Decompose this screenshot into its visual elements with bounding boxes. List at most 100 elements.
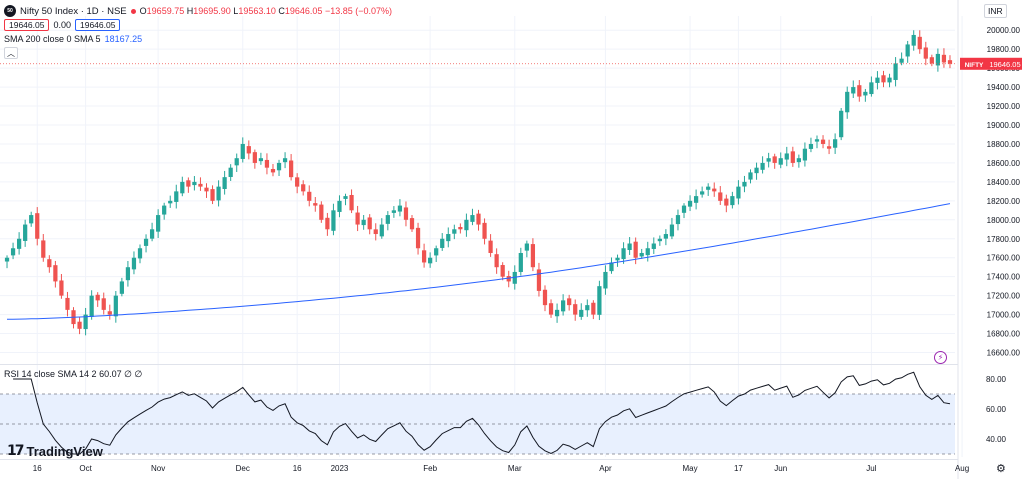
price-tick-label: 18200.00 <box>987 197 1021 206</box>
candle-body <box>790 151 795 163</box>
quote-row: 19646.05 0.00 19646.05 <box>4 18 392 32</box>
price-tick-label: 19400.00 <box>987 83 1021 92</box>
candle-body <box>869 82 874 95</box>
lightning-icon[interactable]: ⚡ <box>934 351 947 364</box>
price-tick-label: 17200.00 <box>987 292 1021 301</box>
candle-body <box>379 224 384 237</box>
rsi-tick-label: 80.00 <box>986 375 1007 384</box>
candle-body <box>240 143 245 159</box>
time-tick-label: 16 <box>33 464 42 473</box>
sma-label: SMA 200 close 0 SMA 5 <box>4 33 101 44</box>
chevron-up-icon[interactable]: ︿ <box>4 47 18 59</box>
candle-body <box>186 180 191 187</box>
candle-body <box>89 295 94 317</box>
sma-line <box>7 203 951 320</box>
candle-body <box>373 229 378 235</box>
candle-body <box>845 91 850 113</box>
candle-body <box>772 156 777 163</box>
time-tick-label: Feb <box>423 464 437 473</box>
candle-body <box>482 222 487 239</box>
candle-body <box>409 218 415 230</box>
candle-body <box>47 259 52 268</box>
symbol-row[interactable]: 50 Nifty 50 Index · 1D · NSE O19659.75 H… <box>4 4 392 18</box>
candle-body <box>645 248 650 256</box>
candle-body <box>639 252 644 257</box>
candle-body <box>16 238 22 249</box>
candle-body <box>663 234 668 239</box>
price-tick-label: 16600.00 <box>987 349 1021 358</box>
candle-body <box>621 248 626 260</box>
candle-body <box>282 158 288 163</box>
candle-body <box>59 280 64 296</box>
candle-body <box>421 250 427 263</box>
price-tick-label: 20000.00 <box>987 26 1021 35</box>
rsi-line <box>13 371 951 455</box>
candle-body <box>391 210 396 213</box>
candle-body <box>808 143 814 149</box>
collapse-row: ︿ <box>4 46 392 60</box>
candle-body <box>4 257 10 262</box>
candle-body <box>814 139 820 142</box>
time-tick-label: Nov <box>151 464 165 473</box>
candle-body <box>893 63 898 80</box>
low-value: 19563.10 <box>238 5 276 16</box>
price-tick-label: 16800.00 <box>987 330 1021 339</box>
sma-row[interactable]: SMA 200 close 0 SMA 5 18167.25 <box>4 32 392 46</box>
ask-box[interactable]: 19646.05 <box>74 19 121 31</box>
candle-body <box>434 248 439 256</box>
candle-body <box>367 217 372 230</box>
candle-body <box>784 153 789 160</box>
time-tick-label: Oct <box>79 464 92 473</box>
candle-body <box>458 227 463 230</box>
candle-body <box>446 234 451 242</box>
time-tick-label: May <box>682 464 697 473</box>
candle-body <box>500 265 505 277</box>
candle-body <box>899 58 904 63</box>
candle-body <box>675 215 681 225</box>
candle-body <box>554 309 560 317</box>
symbol-tag <box>960 57 988 70</box>
candle-body <box>107 311 112 315</box>
candle-body <box>627 243 632 250</box>
gear-icon[interactable]: ⚙ <box>996 463 1006 475</box>
high-value: 19695.90 <box>193 5 231 16</box>
candle-body <box>41 240 46 258</box>
time-tick-label: Aug <box>955 464 969 473</box>
candle-body <box>119 281 124 294</box>
candle-body <box>802 148 808 161</box>
rsi-tick-label: 40.00 <box>986 435 1007 444</box>
candle-body <box>905 44 910 57</box>
candle-body <box>548 303 554 315</box>
candle-body <box>542 289 548 306</box>
candle-body <box>585 305 590 311</box>
candle-body <box>264 159 270 168</box>
candle-body <box>820 139 826 144</box>
candle-body <box>470 215 475 222</box>
currency-button[interactable]: INR <box>984 4 1007 18</box>
tradingview-mark: 17 <box>7 443 25 459</box>
high-label: H <box>186 5 194 16</box>
candle-body <box>760 162 765 170</box>
candle-body <box>295 177 300 187</box>
bid-box[interactable]: 19646.05 <box>4 19 50 31</box>
candle-body <box>343 196 348 199</box>
candle-body <box>561 300 566 312</box>
time-tick-label: Apr <box>599 464 612 473</box>
symbol-title[interactable]: Nifty 50 Index · 1D · NSE <box>20 5 127 17</box>
rsi-legend[interactable]: RSI 14 close SMA 14 2 60.07 ∅ ∅ <box>4 369 142 380</box>
candle-body <box>669 224 675 237</box>
candle-body <box>440 238 445 248</box>
spread-value: 0.00 <box>53 19 71 30</box>
candle-body <box>687 200 693 207</box>
candle-body <box>488 240 493 253</box>
candle-body <box>174 191 179 202</box>
price-tick-label: 18800.00 <box>987 140 1021 149</box>
candle-body <box>29 215 34 224</box>
candle-body <box>742 181 747 187</box>
candle-body <box>23 224 28 241</box>
nifty-logo-icon: 50 <box>4 5 16 17</box>
candle-body <box>307 191 312 201</box>
candle-body <box>615 257 620 261</box>
